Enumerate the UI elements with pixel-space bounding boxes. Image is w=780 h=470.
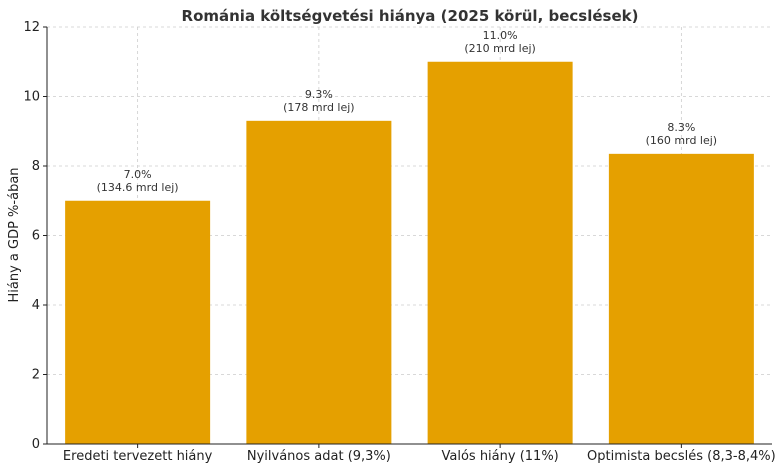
x-tick-label: Eredeti tervezett hiány [63,449,213,464]
x-tick-label: Optimista becslés (8,3-8,4%) [587,449,776,464]
y-tick-label: 4 [32,298,40,313]
x-tick-label: Nyilvános adat (9,3%) [247,449,391,464]
bar-sub-label: (210 mrd lej) [464,42,535,55]
y-tick-label: 6 [32,229,40,244]
bar-value-label: 11.0% [483,29,518,42]
bar-sub-label: (134.6 mrd lej) [97,181,179,194]
x-tick-label: Valós hiány (11%) [442,449,559,464]
y-tick-label: 8 [32,159,40,174]
bar-value-label: 9.3% [305,88,333,101]
bar [427,61,573,444]
bars-layer: 7.0%(134.6 mrd lej) 9.3%(178 mrd lej) 11.0… [65,29,754,444]
y-axis-label: Hiány a GDP %-ában [7,167,22,302]
y-tick-label: 10 [23,90,40,105]
bar-value-label: 8.3% [667,121,695,134]
bar [246,120,392,444]
chart-title: Románia költségvetési hiánya (2025 körül… [182,7,639,25]
bar [608,153,754,444]
bar-value-label: 7.0% [124,168,152,181]
y-tick-label: 0 [32,437,40,452]
y-tick-label: 2 [32,368,40,383]
bar-sub-label: (178 mrd lej) [283,101,354,114]
y-tick-label: 12 [23,20,40,35]
axes-layer: 0 2 4 6 8 10 12 Eredeti tervezett hiány Nyilváno… [23,20,775,464]
bar-sub-label: (160 mrd lej) [646,134,717,147]
bar [65,200,211,444]
